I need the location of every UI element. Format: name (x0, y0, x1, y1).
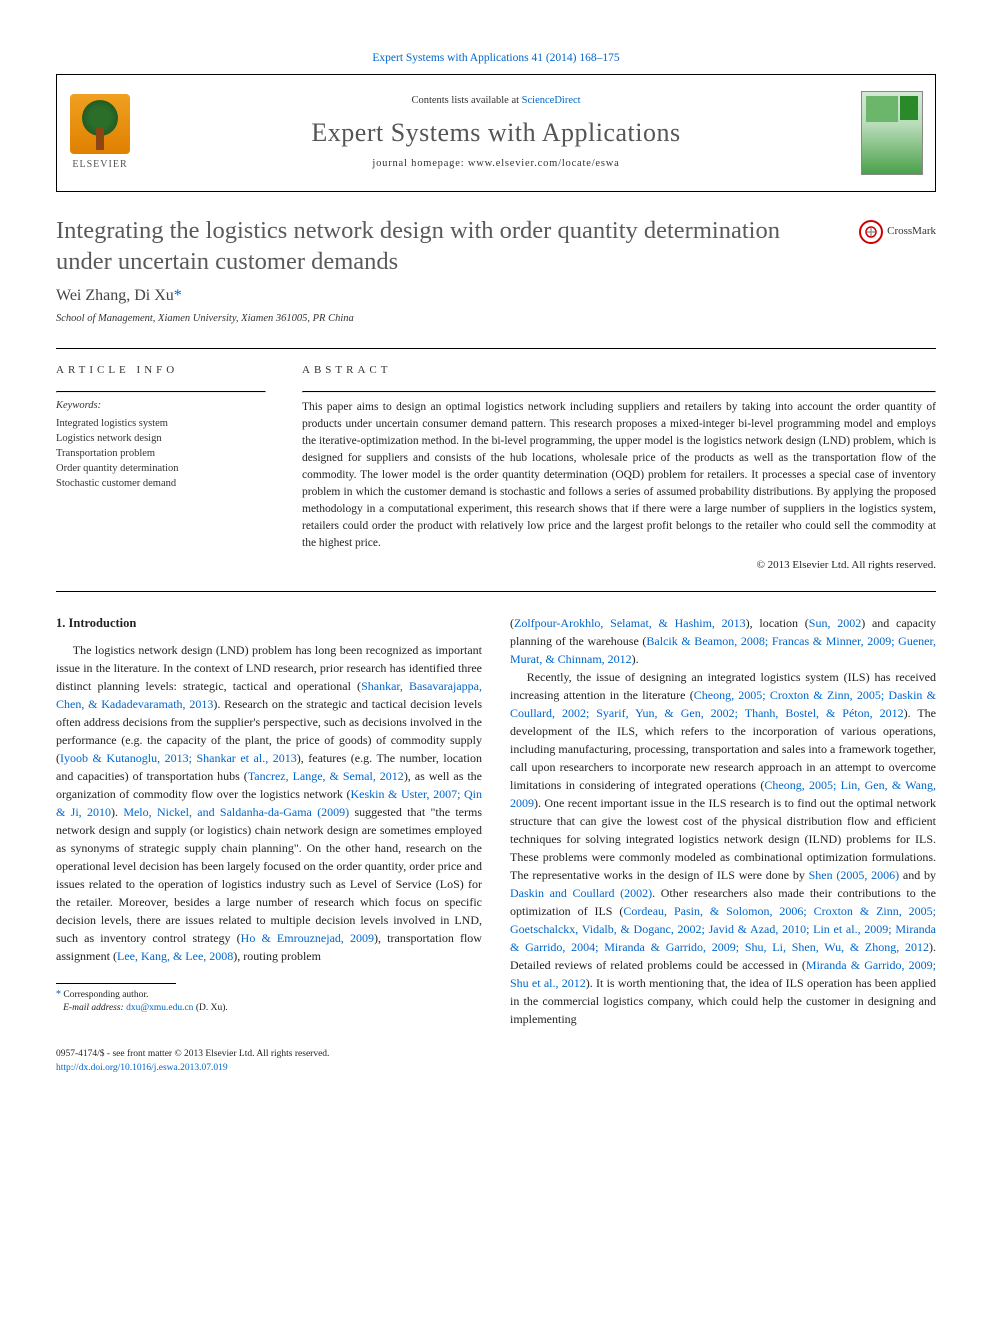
affiliation: School of Management, Xiamen University,… (56, 312, 936, 327)
authors: Wei Zhang, Di Xu* (56, 285, 936, 307)
citation-link[interactable]: Sun, 2002 (809, 616, 861, 630)
page-footer: 0957-4174/$ - see front matter © 2013 El… (56, 1048, 936, 1075)
front-matter: 0957-4174/$ - see front matter © 2013 El… (56, 1049, 329, 1059)
journal-homepage: journal homepage: www.elsevier.com/locat… (143, 157, 849, 172)
keyword: Order quantity determination (56, 461, 266, 476)
corresponding-footnote: * Corresponding author. E-mail address: … (56, 988, 482, 1016)
abstract-head: ABSTRACT (302, 363, 936, 378)
abstract-text: This paper aims to design an optimal log… (302, 399, 936, 552)
email-who: (D. Xu). (193, 1003, 227, 1013)
citation-link[interactable]: Ho & Emrouznejad, 2009 (241, 931, 374, 945)
abstract-copyright: © 2013 Elsevier Ltd. All rights reserved… (302, 558, 936, 573)
email-link[interactable]: dxu@xmu.edu.cn (126, 1003, 193, 1013)
crossmark-badge[interactable]: CrossMark (859, 220, 936, 244)
elsevier-logo: ELSEVIER (57, 75, 143, 191)
keyword: Integrated logistics system (56, 416, 266, 431)
section-heading: 1. Introduction (56, 614, 482, 633)
article-info-head: ARTICLE INFO (56, 363, 266, 378)
keywords-label: Keywords: (56, 399, 266, 414)
abstract-block: ABSTRACT This paper aims to design an op… (302, 363, 936, 573)
homepage-url[interactable]: www.elsevier.com/locate/eswa (468, 158, 620, 169)
citation-header: Expert Systems with Applications 41 (201… (56, 50, 936, 66)
citation-link[interactable]: Daskin and Coullard (2002) (510, 886, 652, 900)
author-names: Wei Zhang, Di Xu (56, 287, 174, 304)
body-paragraph: Recently, the issue of designing an inte… (510, 668, 936, 1028)
corresponding-marker: * (174, 287, 182, 304)
abstract-rule (302, 391, 936, 393)
citation-link[interactable]: Melo, Nickel, and Saldanha-da-Gama (2009… (123, 805, 349, 819)
email-label: E-mail address: (63, 1003, 126, 1013)
crossmark-icon (859, 220, 883, 244)
footnote-corr: Corresponding author. (63, 990, 148, 1000)
keyword: Logistics network design (56, 431, 266, 446)
keyword: Transportation problem (56, 446, 266, 461)
publisher-name: ELSEVIER (72, 158, 127, 172)
info-rule (56, 391, 266, 393)
body-columns: 1. Introduction The logistics network de… (56, 614, 936, 1028)
contents-prefix: Contents lists available at (411, 95, 521, 106)
body-paragraph: The logistics network design (LND) probl… (56, 641, 482, 965)
citation-link[interactable]: Iyoob & Kutanoglu, 2013; Shankar et al.,… (60, 751, 297, 765)
article-info-block: ARTICLE INFO Keywords: Integrated logist… (56, 363, 266, 573)
divider (56, 591, 936, 592)
homepage-label: journal homepage: (372, 158, 467, 169)
body-paragraph: (Zolfpour-Arokhlo, Selamat, & Hashim, 20… (510, 614, 936, 668)
article-title: Integrating the logistics network design… (56, 216, 859, 277)
crossmark-label: CrossMark (887, 224, 936, 239)
citation-link[interactable]: Lee, Kang, & Lee, 2008 (117, 949, 233, 963)
footnote-marker: * (56, 989, 61, 1000)
journal-name: Expert Systems with Applications (143, 115, 849, 151)
journal-cover (849, 75, 935, 191)
citation-link[interactable]: Tancrez, Lange, & Semal, 2012 (248, 769, 404, 783)
elsevier-tree-icon (70, 94, 130, 154)
citation-link[interactable]: Zolfpour-Arokhlo, Selamat, & Hashim, 201… (514, 616, 746, 630)
citation-link[interactable]: Shen (2005, 2006) (809, 868, 900, 882)
doi-link[interactable]: http://dx.doi.org/10.1016/j.eswa.2013.07… (56, 1063, 228, 1073)
keyword: Stochastic customer demand (56, 476, 266, 491)
sciencedirect-link[interactable]: ScienceDirect (522, 95, 581, 106)
keywords-list: Integrated logistics system Logistics ne… (56, 416, 266, 492)
journal-header: ELSEVIER Contents lists available at Sci… (56, 74, 936, 192)
contents-available: Contents lists available at ScienceDirec… (143, 94, 849, 109)
cover-thumbnail-icon (861, 91, 923, 175)
footnote-rule (56, 983, 176, 984)
